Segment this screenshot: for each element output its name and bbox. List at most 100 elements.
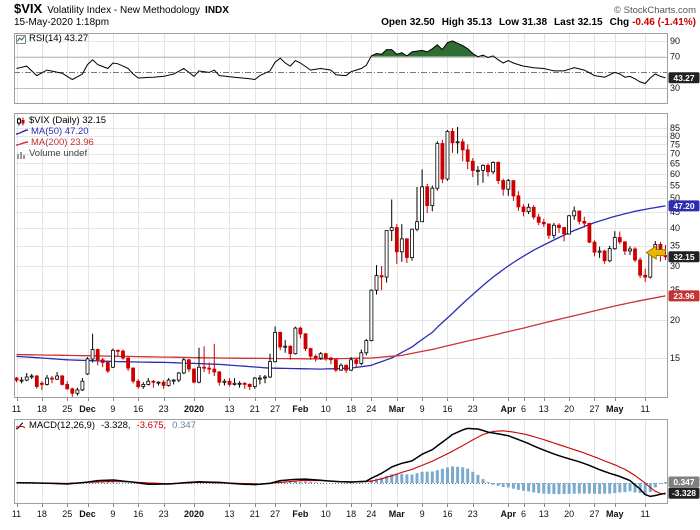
svg-text:20: 20: [670, 315, 680, 325]
svg-text:18: 18: [346, 509, 356, 519]
symbol: $VIX: [14, 1, 43, 16]
svg-text:25: 25: [670, 285, 680, 295]
svg-text:13: 13: [539, 404, 549, 414]
price-legend-symbol: $VIX (Daily) 32.15: [16, 116, 106, 126]
svg-text:10: 10: [321, 404, 331, 414]
price-legend-text: $VIX (Daily) 32.15: [29, 115, 107, 126]
macd-legend-name: MACD(12,26,9): [29, 420, 95, 431]
svg-text:Feb: Feb: [292, 404, 309, 414]
ma50-line-icon: [16, 128, 28, 135]
axis-marker--3.328: [668, 487, 700, 499]
panel-borders: [14, 33, 668, 504]
svg-text:Mar: Mar: [389, 509, 406, 519]
volume-bars-icon: [17, 151, 25, 159]
chart-header: $VIX Volatility Index - New Methodology …: [14, 1, 696, 16]
rsi-plot: [16, 40, 666, 85]
svg-text:11: 11: [641, 509, 650, 519]
svg-text:16: 16: [442, 404, 452, 414]
svg-text:Dec: Dec: [79, 404, 96, 414]
svg-text:21: 21: [250, 509, 260, 519]
svg-text:16: 16: [133, 509, 143, 519]
last-value: 32.15: [577, 17, 603, 28]
ma50-legend-text: MA(50) 47.20: [31, 126, 89, 137]
svg-text:65: 65: [670, 158, 680, 168]
x-axis-labels: 11 18 25 Dec 9 16 23 2020 13 21 27 Feb 10 18 24 Mar 9 16 2…: [12, 398, 650, 519]
svg-text:32.15: 32.15: [673, 252, 695, 262]
ma200-line-icon: [16, 140, 28, 146]
svg-text:9: 9: [420, 404, 425, 414]
svg-text:20: 20: [564, 509, 574, 519]
svg-text:18: 18: [346, 404, 356, 414]
svg-text:Feb: Feb: [292, 509, 309, 519]
rsi-legend-text: RSI(14) 43.27: [29, 33, 89, 44]
svg-text:13: 13: [539, 509, 549, 519]
svg-text:47.20: 47.20: [673, 201, 695, 211]
svg-text:16: 16: [442, 509, 452, 519]
macd-signal-value: -3.675,: [136, 420, 167, 431]
svg-text:27: 27: [589, 404, 599, 414]
high-label: High: [441, 17, 464, 28]
open-label: Open: [381, 17, 407, 28]
axis-marker-47.20: [668, 200, 700, 212]
svg-text:May: May: [606, 509, 624, 519]
svg-text:Dec: Dec: [79, 509, 96, 519]
macd-lines-icon: [16, 422, 26, 429]
price-legend-volume: Volume undef: [16, 149, 87, 159]
symbol-description: Volatility Index - New Methodology: [47, 5, 201, 16]
svg-text:0.347: 0.347: [673, 477, 695, 487]
highlight-arrow-annotation: [645, 245, 666, 260]
svg-text:11: 11: [12, 509, 21, 519]
svg-text:2020: 2020: [184, 509, 204, 519]
chg-value: -0.46 (-1.41%): [632, 17, 696, 28]
low-label: Low: [499, 17, 519, 28]
svg-text:Apr: Apr: [501, 404, 517, 414]
price-legend-ma200: MA(200) 23.96: [16, 138, 94, 148]
svg-text:23: 23: [468, 509, 478, 519]
svg-text:23: 23: [159, 404, 169, 414]
svg-text:May: May: [606, 404, 624, 414]
macd-line: [16, 427, 666, 498]
svg-text:11: 11: [641, 404, 650, 414]
price-legend-ma50: MA(50) 47.20: [16, 127, 89, 137]
ma200-legend-text: MA(200) 23.96: [31, 137, 94, 148]
volume-legend-text: Volume undef: [29, 148, 88, 159]
rsi-legend-icon: [16, 34, 26, 44]
svg-text:30: 30: [670, 261, 680, 271]
svg-text:11: 11: [12, 404, 21, 414]
copyright: © StockCharts.com: [614, 5, 696, 16]
svg-text:60: 60: [670, 169, 680, 179]
svg-text:23.96: 23.96: [673, 291, 695, 301]
svg-text:30: 30: [670, 83, 680, 93]
low-value: 31.38: [522, 17, 548, 28]
svg-text:10: 10: [321, 509, 331, 519]
axis-marker-43.27: [668, 72, 700, 84]
svg-text:9: 9: [110, 404, 115, 414]
axis-marker-32.15: [668, 251, 700, 263]
svg-text:70: 70: [670, 52, 680, 62]
high-value: 35.13: [466, 17, 492, 28]
svg-text:55: 55: [670, 181, 680, 191]
svg-text:27: 27: [270, 509, 280, 519]
svg-text:Mar: Mar: [389, 404, 406, 414]
candlestick-icon: [17, 117, 25, 125]
svg-text:24: 24: [366, 509, 376, 519]
svg-text:90: 90: [670, 36, 680, 46]
candlesticks: [14, 127, 668, 397]
last-label: Last: [554, 17, 575, 28]
svg-text:6: 6: [521, 509, 526, 519]
svg-text:18: 18: [37, 404, 47, 414]
chg-label: Chg: [609, 17, 630, 28]
axis-markers: 43.27 47.20 32.15 23.96 0.347-3.328: [668, 72, 700, 499]
svg-text:13: 13: [224, 509, 234, 519]
exchange-label: INDX: [205, 5, 229, 16]
svg-text:23: 23: [159, 509, 169, 519]
svg-text:25: 25: [62, 404, 72, 414]
timestamp: 15-May-2020 1:18pm: [14, 17, 110, 28]
svg-text:27: 27: [270, 404, 280, 414]
svg-text:40: 40: [670, 223, 680, 233]
quote-summary: Open 32.50 High 35.13 Low 31.38 Last 32.15 C…: [381, 17, 696, 28]
svg-text:16: 16: [133, 404, 143, 414]
quote-row: 15-May-2020 1:18pm Open 32.50 High 35.13 L…: [14, 17, 696, 28]
